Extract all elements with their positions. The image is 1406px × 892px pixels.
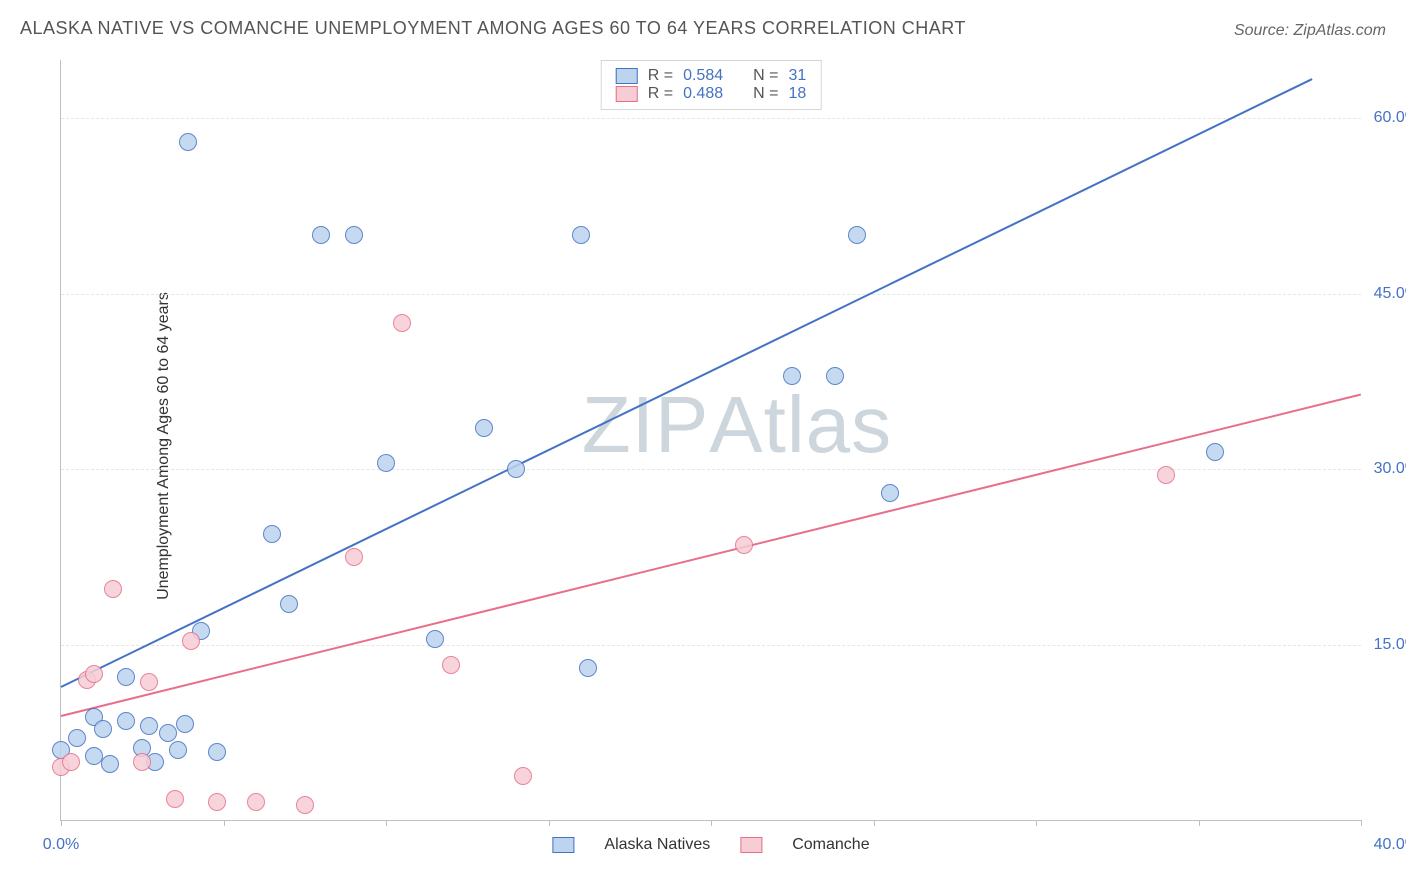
chart-title: ALASKA NATIVE VS COMANCHE UNEMPLOYMENT A… <box>20 18 966 39</box>
data-point <box>208 743 226 761</box>
watermark: ZIPAtlas <box>582 379 892 471</box>
gridline <box>61 118 1361 119</box>
data-point <box>826 367 844 385</box>
legend-label-comanche: Comanche <box>792 836 869 854</box>
data-point <box>208 793 226 811</box>
series-legend: Alaska Natives Comanche <box>552 836 869 854</box>
data-point <box>62 753 80 771</box>
data-point <box>345 548 363 566</box>
data-point <box>848 226 866 244</box>
watermark-atlas: Atlas <box>709 380 892 469</box>
trend-line <box>61 393 1361 716</box>
r-value-comanche: 0.488 <box>683 85 723 103</box>
data-point <box>176 715 194 733</box>
data-point <box>881 484 899 502</box>
n-label: N = <box>753 67 778 85</box>
data-point <box>140 673 158 691</box>
data-point <box>442 656 460 674</box>
r-label: R = <box>648 67 673 85</box>
data-point <box>159 724 177 742</box>
swatch-alaska <box>616 68 638 84</box>
data-point <box>280 595 298 613</box>
trend-line <box>61 78 1313 688</box>
y-tick-label: 15.0% <box>1374 636 1406 654</box>
data-point <box>179 133 197 151</box>
x-tick-label: 40.0% <box>1374 836 1406 854</box>
swatch-comanche <box>616 86 638 102</box>
source-label: Source: ZipAtlas.com <box>1234 22 1386 40</box>
data-point <box>104 580 122 598</box>
stats-row-alaska: R = 0.584 N = 31 <box>616 67 807 85</box>
x-tick <box>1361 820 1362 826</box>
data-point <box>94 720 112 738</box>
data-point <box>377 454 395 472</box>
data-point <box>133 753 151 771</box>
plot-area: ZIPAtlas R = 0.584 N = 31 R = 0.488 N = … <box>60 60 1361 821</box>
data-point <box>263 525 281 543</box>
data-point <box>426 630 444 648</box>
data-point <box>783 367 801 385</box>
y-tick-label: 45.0% <box>1374 285 1406 303</box>
x-tick <box>711 820 712 826</box>
data-point <box>247 793 265 811</box>
data-point <box>514 767 532 785</box>
data-point <box>393 314 411 332</box>
data-point <box>345 226 363 244</box>
stats-row-comanche: R = 0.488 N = 18 <box>616 85 807 103</box>
y-tick-label: 60.0% <box>1374 109 1406 127</box>
x-tick <box>224 820 225 826</box>
data-point <box>475 419 493 437</box>
x-tick <box>61 820 62 826</box>
x-tick-label: 0.0% <box>43 836 79 854</box>
data-point <box>296 796 314 814</box>
r-label: R = <box>648 85 673 103</box>
data-point <box>572 226 590 244</box>
swatch-comanche-b <box>740 837 762 853</box>
n-value-comanche: 18 <box>788 85 806 103</box>
gridline <box>61 645 1361 646</box>
data-point <box>169 741 187 759</box>
data-point <box>85 665 103 683</box>
data-point <box>68 729 86 747</box>
data-point <box>182 632 200 650</box>
y-tick-label: 30.0% <box>1374 460 1406 478</box>
data-point <box>312 226 330 244</box>
r-value-alaska: 0.584 <box>683 67 723 85</box>
legend-label-alaska: Alaska Natives <box>604 836 710 854</box>
data-point <box>579 659 597 677</box>
data-point <box>117 712 135 730</box>
x-tick <box>1199 820 1200 826</box>
x-tick <box>549 820 550 826</box>
data-point <box>166 790 184 808</box>
gridline <box>61 294 1361 295</box>
data-point <box>1157 466 1175 484</box>
data-point <box>507 460 525 478</box>
data-point <box>1206 443 1224 461</box>
n-label: N = <box>753 85 778 103</box>
n-value-alaska: 31 <box>788 67 806 85</box>
data-point <box>735 536 753 554</box>
data-point <box>101 755 119 773</box>
data-point <box>140 717 158 735</box>
x-tick <box>386 820 387 826</box>
x-tick <box>1036 820 1037 826</box>
stats-legend: R = 0.584 N = 31 R = 0.488 N = 18 <box>601 60 822 110</box>
data-point <box>117 668 135 686</box>
swatch-alaska-b <box>552 837 574 853</box>
x-tick <box>874 820 875 826</box>
